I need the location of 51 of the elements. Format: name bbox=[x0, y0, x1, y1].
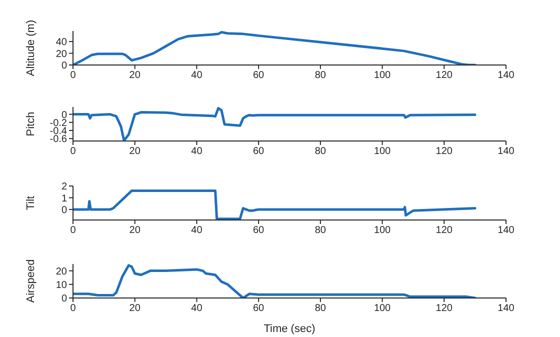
x-tick-label: 140 bbox=[498, 303, 515, 314]
x-tick-label: 40 bbox=[191, 70, 203, 82]
y-tick-label: -0.6 bbox=[50, 134, 68, 146]
x-tick-label: 20 bbox=[129, 146, 141, 158]
x-tick-label: 140 bbox=[498, 225, 515, 236]
y-tick-label: 20 bbox=[56, 48, 68, 60]
x-tick-label: 20 bbox=[129, 70, 141, 82]
x-tick-label: 80 bbox=[314, 146, 326, 158]
y-tick-label: 40 bbox=[56, 37, 68, 48]
x-tick-label: 0 bbox=[70, 70, 76, 82]
x-tick-label: 120 bbox=[436, 225, 453, 236]
line-series bbox=[73, 107, 476, 141]
x-tick-label: 60 bbox=[253, 70, 265, 82]
y-tick-label: 0 bbox=[61, 205, 68, 216]
x-tick-label: 120 bbox=[436, 303, 453, 314]
x-tick-label: 60 bbox=[253, 225, 265, 236]
y-tick-label: 10 bbox=[56, 280, 68, 291]
x-tick-label: 80 bbox=[314, 303, 326, 314]
x-axis-title: Time (sec) bbox=[264, 323, 316, 335]
x-tick-label: 60 bbox=[253, 146, 265, 158]
x-tick-label: 0 bbox=[70, 146, 76, 158]
x-tick-label: 40 bbox=[191, 303, 203, 314]
line-series bbox=[73, 264, 476, 298]
line-series bbox=[73, 189, 476, 220]
x-tick-label: 100 bbox=[374, 225, 392, 236]
x-tick-label: 100 bbox=[374, 303, 392, 314]
y-axis-title: Pitch bbox=[24, 112, 37, 136]
x-tick-label: 0 bbox=[70, 303, 76, 314]
x-tick-label: 80 bbox=[314, 70, 326, 82]
x-tick-label: 60 bbox=[253, 303, 265, 314]
x-tick-label: 100 bbox=[374, 70, 392, 82]
y-tick-label: 1 bbox=[61, 193, 68, 204]
y-tick-label: 2 bbox=[61, 182, 68, 193]
x-tick-label: 0 bbox=[70, 225, 76, 236]
x-tick-label: 140 bbox=[498, 70, 515, 82]
y-axis-title: Airspeed bbox=[24, 259, 37, 303]
x-tick-label: 120 bbox=[436, 146, 453, 158]
x-tick-label: 40 bbox=[191, 146, 203, 158]
line-series bbox=[73, 31, 476, 65]
x-tick-label: 20 bbox=[129, 225, 141, 236]
y-axis-title: Tilt bbox=[24, 196, 37, 210]
x-tick-label: 120 bbox=[436, 70, 453, 82]
x-tick-label: 40 bbox=[191, 225, 203, 236]
x-tick-label: 20 bbox=[129, 303, 141, 314]
y-tick-label: 20 bbox=[56, 266, 68, 278]
x-tick-label: 80 bbox=[314, 225, 326, 236]
x-tick-label: 100 bbox=[374, 146, 392, 158]
y-axis-title: Altitude (m) bbox=[24, 20, 37, 76]
x-tick-label: 140 bbox=[498, 146, 515, 158]
y-tick-label: 0 bbox=[61, 294, 68, 305]
y-tick-label: 0 bbox=[61, 60, 68, 72]
